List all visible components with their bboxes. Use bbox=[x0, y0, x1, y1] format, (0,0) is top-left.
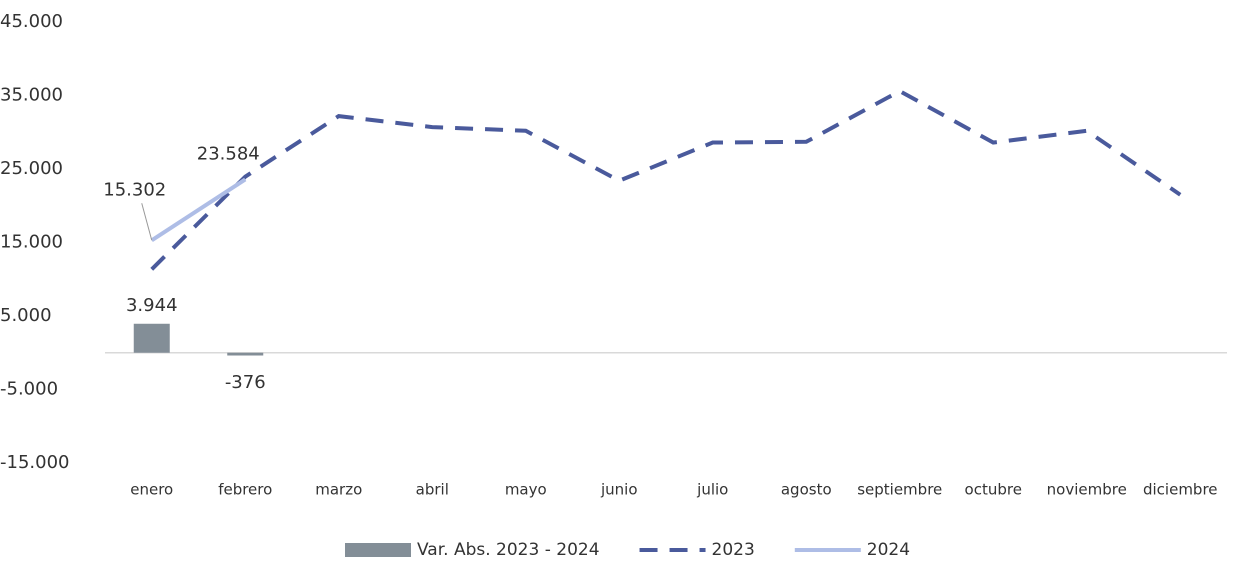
x-tick-label: mayo bbox=[505, 481, 547, 499]
x-tick-label: octubre bbox=[965, 481, 1022, 499]
y-tick-label: 15.000 bbox=[0, 232, 63, 253]
leader-line bbox=[141, 203, 153, 241]
line bbox=[150, 177, 247, 242]
bar bbox=[227, 352, 264, 356]
y-tick-label: -5.000 bbox=[0, 379, 58, 400]
x-tick-label: julio bbox=[696, 481, 728, 499]
x-tick-label: agosto bbox=[781, 481, 832, 499]
x-tick-label: abril bbox=[416, 481, 449, 499]
y-tick-label: 25.000 bbox=[0, 158, 63, 179]
x-tick-label: marzo bbox=[315, 481, 362, 499]
legend-label: 2023 bbox=[712, 540, 755, 560]
legend-label: Var. Abs. 2023 - 2024 bbox=[417, 540, 600, 560]
legend-label: 2024 bbox=[867, 540, 910, 560]
data-label: 23.584 bbox=[197, 143, 260, 164]
y-tick-label: 35.000 bbox=[0, 85, 63, 106]
y-tick-label: -15.000 bbox=[0, 452, 69, 473]
line bbox=[150, 88, 1182, 271]
y-tick-label: 45.000 bbox=[0, 11, 63, 32]
x-tick-label: noviembre bbox=[1047, 481, 1127, 499]
x-tick-label: febrero bbox=[218, 481, 272, 499]
data-label: 3.944 bbox=[126, 295, 178, 316]
bar bbox=[133, 323, 170, 353]
x-tick-label: enero bbox=[130, 481, 173, 499]
x-tick-label: junio bbox=[600, 481, 638, 499]
x-tick-label: diciembre bbox=[1143, 481, 1218, 499]
data-label: -376 bbox=[225, 372, 266, 393]
y-tick-label: 5.000 bbox=[0, 305, 52, 326]
x-tick-label: septiembre bbox=[857, 481, 942, 499]
legend-swatch bbox=[345, 543, 411, 557]
data-label: 15.302 bbox=[103, 179, 166, 200]
